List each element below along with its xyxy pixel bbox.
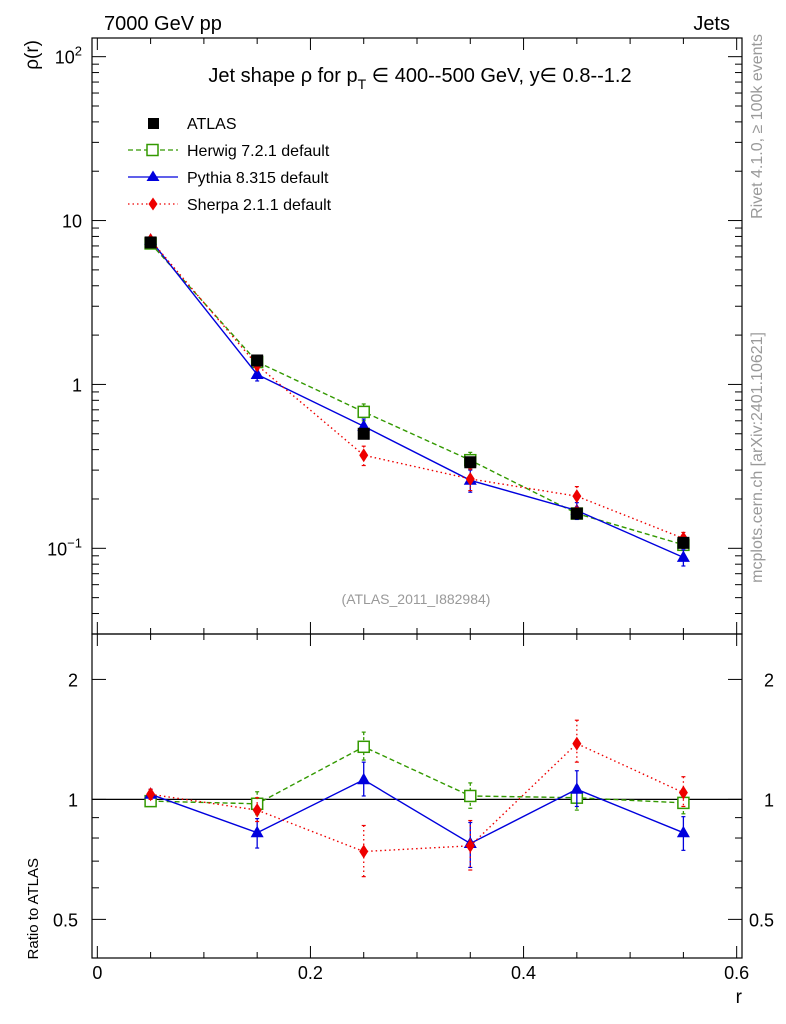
ratio-line-herwig	[150, 746, 684, 805]
mcplots-source-label: mcplots.cern.ch [arXiv:2401.10621]	[749, 332, 766, 583]
main-series-atlas	[144, 236, 690, 549]
main-point-sherpa	[359, 448, 369, 463]
main-point-atlas	[677, 536, 690, 549]
y-tick-label-main-2: 10	[62, 212, 82, 232]
legend-marker-herwig	[146, 143, 159, 157]
main-point-atlas	[570, 507, 583, 520]
x-tick-label-2: 0.4	[511, 963, 536, 983]
ratio-point-sherpa	[146, 787, 156, 802]
x-axis-label: r	[736, 987, 743, 1008]
main-panel-series	[144, 233, 690, 567]
y-tick-label-ratio-right-1: 1	[764, 790, 774, 810]
ratio-line-pythia	[150, 779, 684, 845]
ratio-point-sherpa	[572, 736, 582, 751]
y-axis-label-ratio: Ratio to ATLAS	[25, 858, 42, 959]
y-tick-label-main-0: 10−1	[47, 535, 82, 559]
x-tick-label-3: 0.6	[724, 963, 749, 983]
collision-energy-label: 7000 GeV pp	[104, 13, 222, 35]
main-series-sherpa	[146, 233, 688, 546]
analysis-id-watermark: (ATLAS_2011_I882984)	[342, 591, 491, 607]
main-point-sherpa	[572, 489, 582, 504]
rivet-version-label: Rivet 4.1.0, ≥ 100k events	[749, 34, 766, 219]
legend-label-herwig: Herwig 7.2.1 default	[187, 143, 330, 160]
legend-marker-pythia	[146, 170, 160, 181]
ratio-series-pythia	[144, 761, 690, 869]
legend-label-sherpa: Sherpa 2.1.1 default	[187, 197, 332, 214]
plot-title: Jet shape ρ for pT ∈ 400--500 GeV, y∈ 0.…	[208, 65, 631, 92]
main-point-herwig	[357, 405, 370, 419]
legend-label-pythia: Pythia 8.315 default	[187, 170, 329, 187]
ratio-point-sherpa	[678, 785, 688, 800]
ratio-point-pythia	[570, 782, 584, 794]
y-tick-label-ratio-1: 1	[68, 790, 78, 810]
ratio-point-pythia	[676, 825, 690, 838]
ratio-line-sherpa	[150, 742, 684, 853]
legend-marker-sherpa	[148, 197, 158, 211]
y-tick-label-main-1: 1	[72, 375, 82, 395]
y-axis-label-main: ρ(r)	[22, 40, 43, 70]
ratio-point-herwig	[464, 789, 477, 803]
main-series-herwig	[144, 237, 690, 552]
y-tick-label-main-3: 102	[55, 44, 82, 68]
legend-label-atlas: ATLAS	[187, 116, 237, 133]
ratio-plot-frame	[91, 633, 743, 959]
x-tick-label-1: 0.2	[298, 963, 323, 983]
main-point-sherpa	[465, 471, 475, 486]
ratio-point-pythia	[250, 825, 264, 838]
y-tick-label-ratio-right-0: 0.5	[749, 910, 774, 930]
main-point-atlas	[144, 236, 157, 249]
main-line-herwig	[150, 242, 684, 546]
main-series-pythia	[144, 233, 690, 567]
main-point-atlas	[357, 427, 370, 440]
ratio-point-pythia	[357, 772, 371, 785]
y-tick-label-ratio-0: 0.5	[53, 910, 78, 930]
ratio-point-sherpa	[252, 803, 262, 818]
ratio-point-sherpa	[465, 838, 475, 853]
main-point-atlas	[464, 456, 477, 469]
ratio-panel-series	[144, 719, 690, 878]
main-point-pythia	[676, 550, 690, 562]
main-point-atlas	[251, 354, 264, 367]
x-tick-label-0: 0	[92, 963, 102, 983]
main-point-pythia	[250, 367, 264, 379]
legend: ATLAS Herwig 7.2.1 default Pythia 8.315 …	[128, 116, 332, 214]
main-line-pythia	[150, 239, 684, 559]
ratio-point-herwig	[357, 740, 370, 754]
axis-ticks: 0 0.2 0.4 0.6 10−1 1 10 102 0.5 0.5 1 1 2 2	[47, 38, 774, 983]
y-tick-label-ratio-2: 2	[68, 670, 78, 690]
y-tick-label-ratio-right-2: 2	[764, 670, 774, 690]
ratio-point-sherpa	[359, 844, 369, 859]
analysis-category-label: Jets	[693, 13, 730, 35]
legend-marker-atlas	[148, 118, 159, 129]
main-line-sherpa	[150, 239, 684, 540]
ratio-series-sherpa	[146, 719, 688, 878]
